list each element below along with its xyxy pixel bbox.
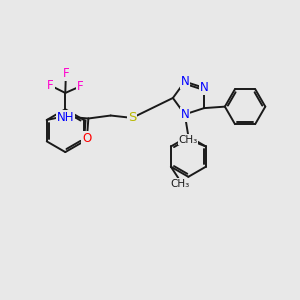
Text: N: N bbox=[200, 81, 208, 94]
Text: F: F bbox=[63, 67, 69, 80]
Text: O: O bbox=[82, 132, 92, 145]
Text: N: N bbox=[180, 75, 189, 88]
Text: N: N bbox=[180, 108, 189, 121]
Text: F: F bbox=[47, 79, 54, 92]
Text: F: F bbox=[77, 80, 83, 93]
Text: CH₃: CH₃ bbox=[178, 135, 198, 145]
Text: S: S bbox=[128, 111, 136, 124]
Text: CH₃: CH₃ bbox=[170, 179, 189, 189]
Text: NH: NH bbox=[56, 110, 74, 124]
